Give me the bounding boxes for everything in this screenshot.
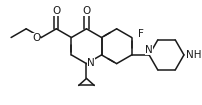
Text: N: N <box>144 45 152 55</box>
Text: F: F <box>137 29 143 39</box>
Text: O: O <box>82 6 90 16</box>
Text: O: O <box>52 6 60 16</box>
Text: NH: NH <box>185 50 200 60</box>
Text: O: O <box>32 33 40 43</box>
Text: N: N <box>87 58 95 68</box>
